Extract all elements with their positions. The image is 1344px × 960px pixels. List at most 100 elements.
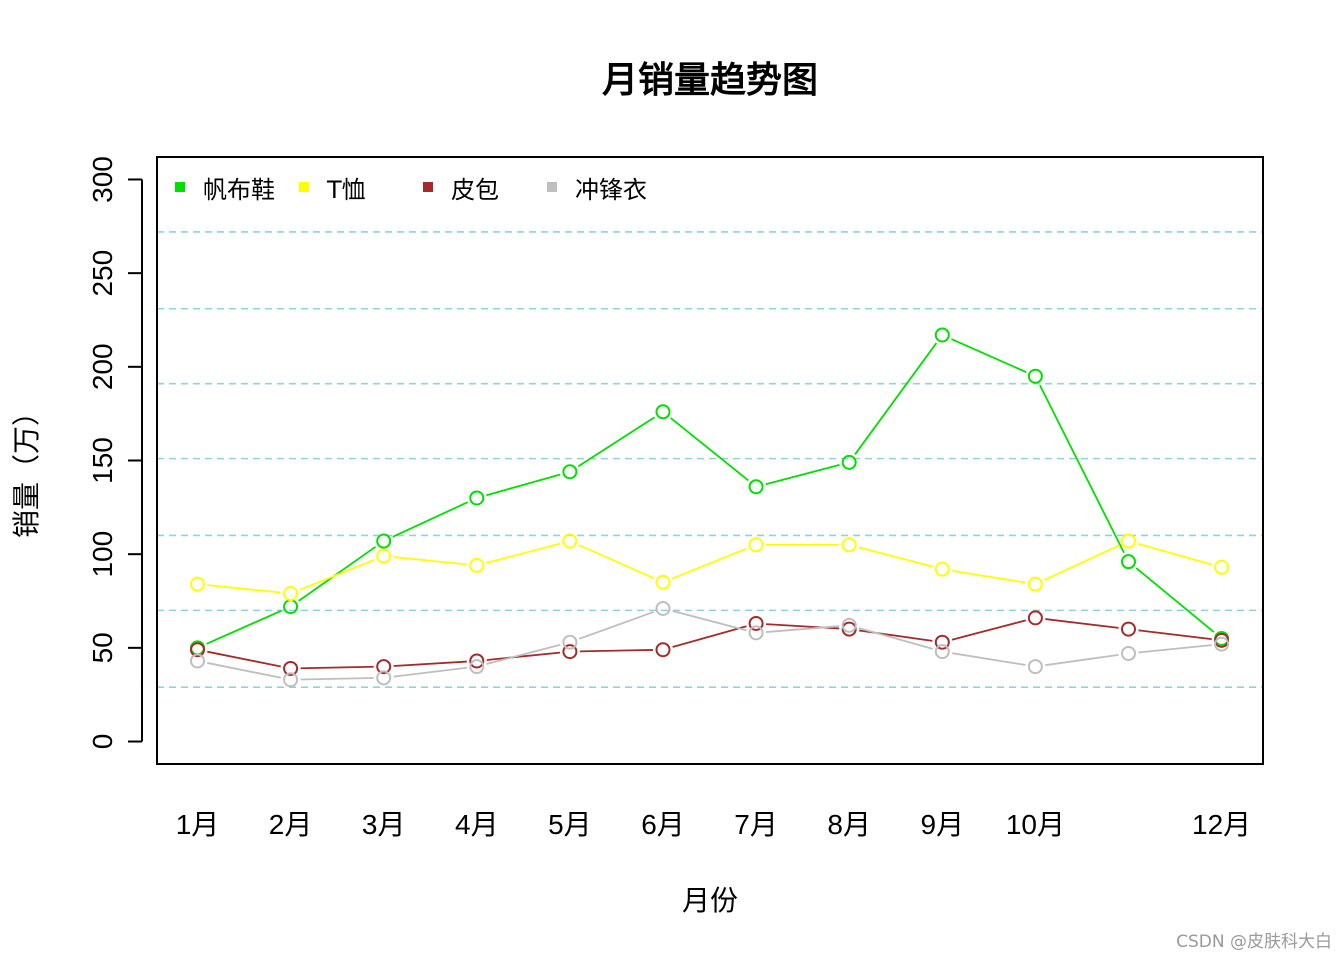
legend-swatch-2 <box>423 182 433 192</box>
series-2-point-8 <box>934 634 950 650</box>
series-1-point-0 <box>190 576 205 592</box>
series-2-segment-3 <box>486 651 561 661</box>
series-2-segment-4 <box>579 649 654 653</box>
series-3-segment-5 <box>672 610 747 632</box>
series-1-segment-5 <box>671 547 748 580</box>
series-layer <box>190 327 1230 688</box>
series-1-point-11 <box>1214 559 1230 575</box>
series-1-segment-2 <box>393 556 467 566</box>
series-1-point-6 <box>748 537 764 553</box>
series-0-point-5 <box>655 404 671 420</box>
series-3-segment-6 <box>765 625 840 633</box>
series-2-point-4 <box>562 644 578 660</box>
series-3-point-9 <box>1027 659 1043 675</box>
legend: 帆布鞋 T恤 皮包 冲锋衣 <box>175 176 647 204</box>
series-1-point-5 <box>655 574 671 590</box>
series-0-point-1 <box>283 599 299 615</box>
x-axis-label: 月份 <box>682 884 738 917</box>
series-0-segment-3 <box>486 473 561 497</box>
series-3-segment-3 <box>486 643 561 665</box>
series-2-point-11 <box>1214 632 1230 648</box>
y-tick-label-1: 50 <box>87 632 118 663</box>
x-tick-label-7: 8月 <box>827 809 871 840</box>
x-tick-label-2: 3月 <box>362 809 406 840</box>
series-3-segment-7 <box>858 627 933 650</box>
series-3-point-11 <box>1214 636 1230 652</box>
y-axis-label: 销量（万） <box>10 398 43 538</box>
y-tick-label-2: 100 <box>87 531 118 578</box>
series-1-point-3 <box>469 557 485 573</box>
series-3-point-8 <box>934 644 950 660</box>
x-axis: 1月 2月 3月 4月 5月 6月 7月 8月 9月 10月 12月 <box>176 809 1251 840</box>
series-3-point-10 <box>1121 645 1136 661</box>
series-3-segment-10 <box>1138 644 1212 654</box>
series-0 <box>190 327 1230 656</box>
series-1-segment-9 <box>1044 544 1120 581</box>
legend-label-1: T恤 <box>326 176 366 204</box>
series-3-point-3 <box>469 659 485 675</box>
y-tick-label-6: 300 <box>87 156 118 203</box>
series-3-segment-0 <box>207 662 281 679</box>
series-0-point-2 <box>376 533 392 549</box>
series-1-segment-3 <box>486 542 561 564</box>
series-1-point-1 <box>283 586 299 602</box>
y-tick-label-0: 0 <box>87 734 118 750</box>
x-tick-label-3: 4月 <box>455 809 499 840</box>
series-0-point-6 <box>748 479 764 495</box>
gridlines <box>157 231 1263 688</box>
plot-frame <box>156 156 1264 765</box>
y-tick-label-3: 150 <box>87 437 118 484</box>
series-3-point-1 <box>283 672 299 688</box>
series-2-point-3 <box>469 653 485 669</box>
series-2-segment-10 <box>1138 629 1212 641</box>
y-tick-label-5: 250 <box>87 250 118 297</box>
series-1-point-9 <box>1027 576 1043 592</box>
series-0-segment-6 <box>765 464 840 486</box>
x-tick-label-6: 7月 <box>734 809 778 840</box>
series-0-segment-0 <box>206 609 282 645</box>
x-tick-label-1: 2月 <box>269 809 313 840</box>
chart-title: 月销量趋势图 <box>602 60 818 101</box>
x-tick-label-11: 12月 <box>1192 809 1251 840</box>
legend-swatch-1 <box>299 182 309 192</box>
series-1-point-8 <box>934 561 950 577</box>
series-3-point-6 <box>748 625 764 641</box>
series-0-segment-8 <box>951 338 1027 373</box>
series-0-segment-4 <box>577 416 656 468</box>
series-0-point-9 <box>1027 368 1043 384</box>
series-1-point-4 <box>562 533 578 549</box>
series-3-segment-2 <box>393 666 467 678</box>
series-2 <box>190 610 1230 676</box>
series-2-point-0 <box>190 642 205 658</box>
x-tick-label-0: 1月 <box>176 809 220 840</box>
series-0-point-10 <box>1121 554 1136 570</box>
series-1-point-10 <box>1121 533 1136 549</box>
y-axis: 0 50 100 150 200 250 300 <box>87 156 143 750</box>
series-2-segment-2 <box>393 660 467 667</box>
legend-swatch-0 <box>175 182 185 192</box>
series-1-segment-7 <box>858 546 933 568</box>
series-2-segment-9 <box>1045 618 1119 629</box>
x-tick-label-5: 6月 <box>641 809 685 840</box>
series-2-segment-8 <box>951 619 1026 641</box>
series-0-segment-10 <box>1135 567 1215 633</box>
series-0-segment-2 <box>392 501 469 538</box>
series-2-point-9 <box>1027 610 1043 626</box>
watermark: CSDN @皮肤科大白 <box>1176 932 1332 952</box>
x-tick-label-9: 10月 <box>1006 809 1065 840</box>
series-1-segment-1 <box>299 558 375 591</box>
series-3-segment-1 <box>300 677 374 681</box>
series-2-point-10 <box>1121 621 1136 637</box>
series-3-point-2 <box>376 670 392 686</box>
series-1-segment-8 <box>952 569 1026 584</box>
series-1-segment-4 <box>578 544 655 580</box>
legend-label-0: 帆布鞋 <box>203 176 275 204</box>
series-0-point-4 <box>562 464 578 480</box>
series-0-segment-7 <box>854 342 938 455</box>
series-1-point-7 <box>841 537 857 553</box>
series-3-point-4 <box>562 634 578 650</box>
series-2-segment-0 <box>207 650 281 668</box>
series-0-point-3 <box>469 490 485 506</box>
series-2-point-2 <box>376 659 392 675</box>
series-3-point-0 <box>190 653 205 669</box>
